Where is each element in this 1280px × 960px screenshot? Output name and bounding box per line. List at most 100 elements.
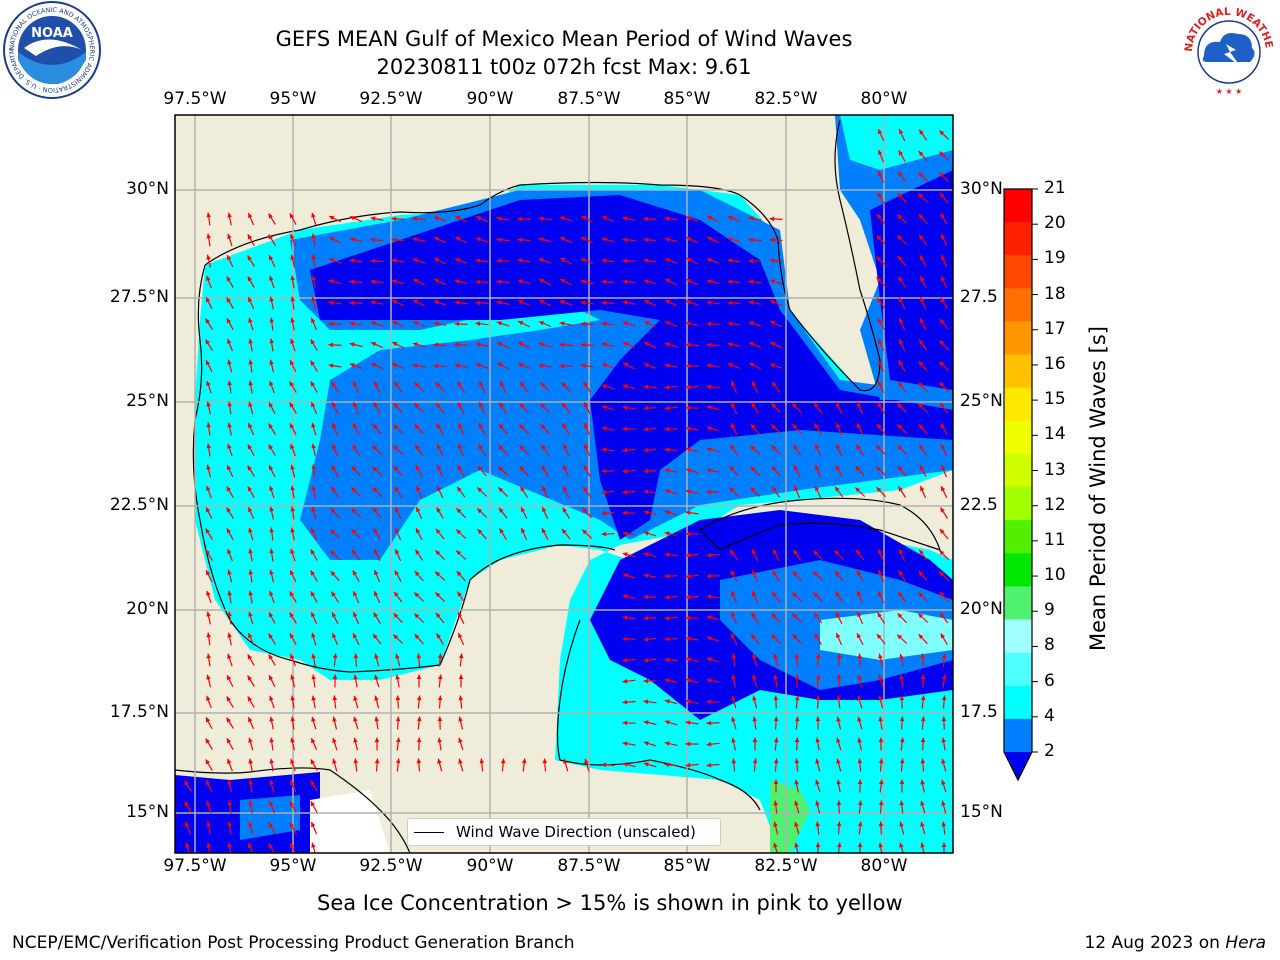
wind-arrow-head [248, 359, 253, 365]
wind-arrow-head [290, 317, 295, 323]
wind-arrow-head [349, 342, 355, 347]
colorbar-segment [1004, 255, 1032, 289]
colorbar-tick-label: 6 [1044, 670, 1055, 691]
wind-arrow-head [730, 570, 736, 576]
wind-arrow-head [601, 468, 607, 474]
wind-arrow-head [370, 279, 376, 285]
wind-arrow-head [268, 234, 273, 240]
wind-arrow-head [496, 321, 502, 326]
wind-arrow-head [706, 363, 712, 368]
wind-arrow-head [206, 717, 211, 723]
wind-arrow-head [562, 423, 567, 429]
wind-arrow-head [496, 237, 502, 243]
wind-arrow-head [772, 486, 777, 492]
wind-arrow-head [876, 214, 882, 219]
wind-arrow-head [498, 466, 504, 472]
wind-arrow-head [415, 444, 420, 450]
lat-label-left: 27.5°N [109, 287, 169, 307]
wind-arrow-head [248, 717, 253, 723]
wind-arrow-head [416, 486, 421, 492]
wind-arrow-head [206, 674, 211, 680]
wind-arrow-head [939, 319, 945, 324]
wind-arrow-head [475, 321, 481, 327]
colorbar-segment [1004, 553, 1032, 587]
wind-arrow-head [436, 423, 441, 429]
wind-arrow-head [290, 716, 295, 722]
colorbar-tick-label: 16 [1044, 353, 1066, 374]
wind-arrow-head [897, 193, 903, 199]
wind-arrow-head [857, 737, 862, 743]
wind-arrow-head [268, 654, 273, 660]
wind-arrow-head [392, 342, 398, 347]
wind-arrow-head [664, 657, 670, 663]
wind-arrow-head [664, 405, 670, 411]
wind-arrow-head [643, 762, 649, 767]
wind-arrow-head [773, 800, 779, 806]
wind-arrow-head [920, 318, 925, 324]
wind-arrow-head [434, 237, 440, 242]
wind-arrow-head [727, 342, 733, 347]
wind-arrow-head [601, 426, 607, 431]
wind-arrow-head [643, 447, 649, 453]
wind-arrow-head [248, 338, 253, 344]
wind-arrow-head [290, 296, 295, 302]
wind-arrow-head [770, 300, 776, 305]
wind-arrow-head [941, 276, 946, 282]
wind-arrow-head [520, 381, 525, 387]
wind-arrow-head [248, 380, 253, 386]
wind-arrow-head [332, 633, 337, 639]
wind-arrow-head [878, 381, 883, 387]
colorbar-tick-label: 20 [1044, 213, 1066, 234]
wind-arrow-head [643, 615, 649, 621]
wind-arrow-head [752, 549, 757, 555]
colorbar-tick-label: 9 [1044, 600, 1055, 621]
wind-arrow-head [393, 445, 399, 451]
wind-arrow-head [815, 842, 821, 848]
wind-arrow-head [269, 485, 274, 491]
figure-title-line2: 20230811 t00z 072h fcst Max: 9.61 [376, 55, 752, 79]
nws-logo: NATIONAL WEATHER SERVICE ★ ★ ★ [1174, 0, 1280, 100]
wind-arrow-head [897, 466, 903, 471]
wind-arrow-head [248, 611, 253, 617]
wind-arrow-head [751, 612, 756, 618]
wind-arrow-head [206, 254, 211, 260]
wind-arrow-head [794, 842, 799, 848]
wind-arrow-head [601, 489, 607, 495]
wind-arrow-head [437, 737, 442, 743]
wind-arrow-head [414, 382, 420, 388]
wind-arrow-head [771, 613, 777, 619]
wind-arrow-head [311, 212, 316, 218]
wind-arrow-head [372, 445, 378, 451]
wind-arrow-head [622, 741, 628, 746]
wind-arrow-head [435, 402, 441, 408]
wind-arrow-head [353, 381, 358, 387]
wind-arrow-head [541, 465, 547, 471]
wind-arrow-head [227, 339, 232, 345]
wind-arrow-head [706, 657, 712, 662]
wind-arrow-head [794, 486, 799, 492]
wind-arrow-head [414, 424, 420, 430]
wind-arrow-head [205, 318, 210, 324]
wind-arrow-head [814, 423, 819, 429]
wind-arrow-head [269, 548, 274, 554]
wind-arrow-head [941, 716, 947, 722]
wind-arrow-head [290, 464, 295, 470]
wind-arrow-head [205, 759, 210, 765]
wind-arrow-head [416, 507, 421, 513]
wind-arrow-head [269, 380, 274, 386]
wind-arrow-head [539, 279, 545, 284]
wind-arrow-head [206, 611, 211, 617]
wind-arrow-head [542, 507, 547, 513]
wind-arrow-head [685, 342, 691, 348]
wind-arrow-head [939, 592, 945, 598]
wind-arrow-head [227, 569, 232, 575]
wind-arrow-head [311, 674, 316, 680]
wind-arrow-head [349, 258, 355, 263]
wind-arrow-head [269, 590, 274, 596]
wind-arrow-head [268, 633, 273, 639]
wind-arrow-head [496, 279, 502, 285]
wind-arrow-head [332, 423, 337, 429]
wind-arrow-head [353, 737, 358, 743]
wind-arrow-head [353, 612, 358, 618]
wind-arrow-head [601, 300, 607, 306]
